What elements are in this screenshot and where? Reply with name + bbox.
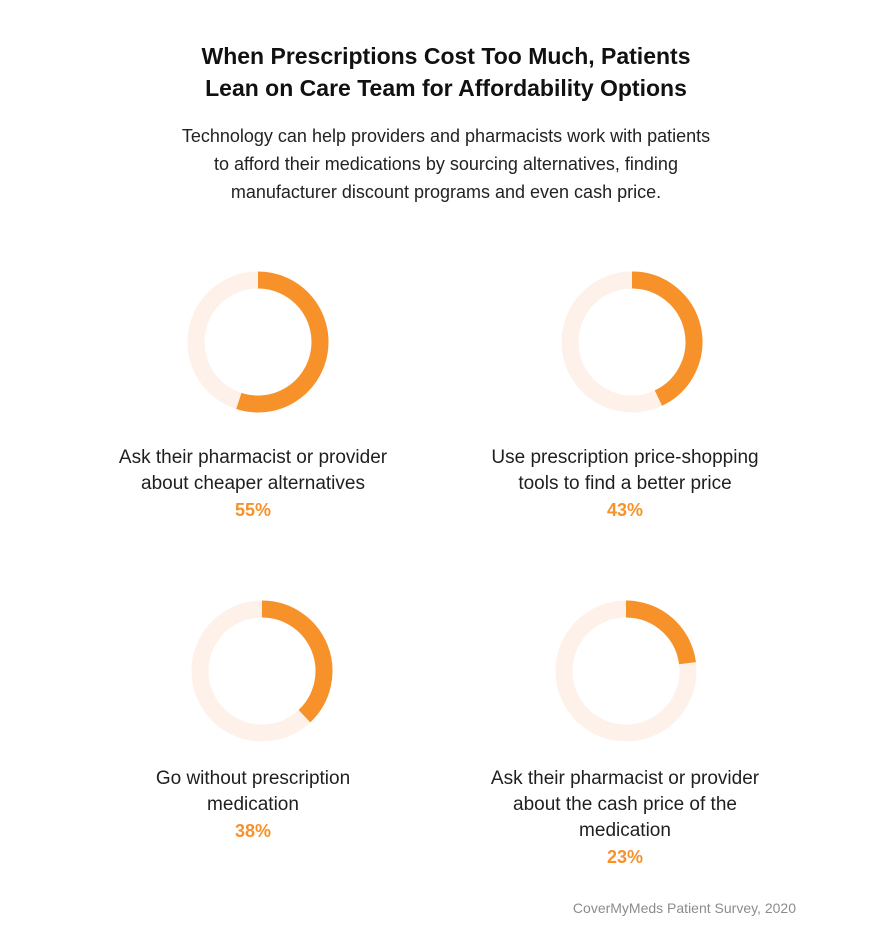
donut-1-value-arc: [236, 271, 329, 413]
donut-1-label-line-1: Ask their pharmacist or provider: [118, 447, 388, 468]
donut-4-value-label: 23%: [606, 847, 644, 867]
donut-3-label-line-2: medication: [207, 794, 299, 815]
donut-1-label-line-2: about cheaper alternatives: [141, 473, 365, 494]
donut-4-label-line-2: about the cash price of the: [513, 794, 737, 815]
donut-4-label-line-3: medication: [579, 820, 671, 841]
subtitle-line-2: to afford their medications by sourcing …: [214, 154, 678, 174]
chart-subtitle: Technology can help providers and pharma…: [0, 122, 892, 206]
chart-title: When Prescriptions Cost Too Much, Patien…: [0, 40, 892, 104]
donut-1-value-label: 55%: [234, 500, 272, 520]
donut-2-label-line-1: Use prescription price-shopping: [491, 447, 759, 468]
donut-4-label-line-1: Ask their pharmacist or provider: [490, 768, 760, 789]
donut-2-label-line-2: tools to find a better price: [518, 473, 732, 494]
donut-3-value-label: 38%: [234, 821, 272, 841]
donut-label-3: Go without prescription medication 38%: [73, 766, 433, 844]
donut-1-track: [187, 271, 329, 413]
donut-2-value-arc: [631, 271, 703, 406]
donut-2-track: [561, 271, 703, 413]
donut-4-value-arc: [625, 600, 696, 665]
donut-3-track: [191, 600, 333, 742]
donut-4-track: [555, 600, 697, 742]
source-note: CoverMyMeds Patient Survey, 2020: [572, 900, 796, 916]
chart-title-line-2: Lean on Care Team for Affordability Opti…: [205, 75, 687, 101]
donut-3-value-arc: [261, 600, 333, 723]
subtitle-line-3: manufacturer discount programs and even …: [230, 182, 662, 202]
donut-label-4: Ask their pharmacist or provider about t…: [445, 766, 805, 870]
subtitle-line-1: Technology can help providers and pharma…: [181, 126, 711, 146]
donut-2-value-label: 43%: [606, 500, 644, 520]
donut-label-1: Ask their pharmacist or provider about c…: [73, 445, 433, 523]
donut-3-label-line-1: Go without prescription: [155, 768, 351, 789]
chart-title-line-1: When Prescriptions Cost Too Much, Patien…: [201, 43, 691, 69]
donut-label-2: Use prescription price-shopping tools to…: [445, 445, 805, 523]
